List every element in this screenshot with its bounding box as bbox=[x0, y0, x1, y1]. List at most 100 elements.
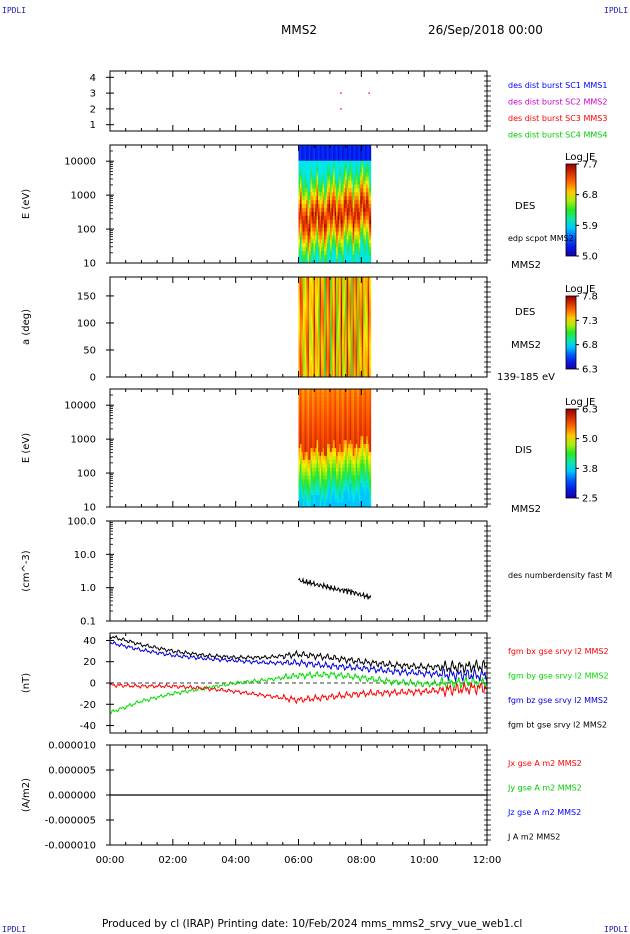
panel-label: MMS2 bbox=[511, 340, 541, 351]
y-tick-label: 150 bbox=[77, 291, 96, 302]
colorbar bbox=[565, 163, 577, 257]
colorbar-tick-label: 5.9 bbox=[582, 221, 598, 232]
panel-label: DES bbox=[515, 307, 535, 318]
fgm-line bbox=[109, 682, 488, 705]
colorbar-tick-label: 5.0 bbox=[582, 252, 598, 263]
y-tick-label: 20 bbox=[83, 657, 96, 668]
x-tick-label: 08:00 bbox=[347, 855, 376, 866]
y-axis-label: E (eV) bbox=[21, 433, 32, 463]
legend-entry: fgm bx gse srvy l2 MMS2 bbox=[508, 647, 609, 656]
y-axis-label: (A/m2) bbox=[21, 778, 32, 812]
colorbar-tick-label: 7.8 bbox=[582, 292, 598, 303]
y-tick-label: 0 bbox=[90, 679, 96, 690]
y-tick-label: -40 bbox=[80, 721, 96, 732]
spacecraft-title: MMS2 bbox=[281, 23, 317, 37]
y-tick-label: 3 bbox=[90, 89, 96, 100]
panel-frame bbox=[109, 70, 488, 132]
y-tick-label: 10.0 bbox=[74, 550, 96, 561]
x-tick-label: 02:00 bbox=[158, 855, 187, 866]
panel-label: DIS bbox=[515, 445, 532, 456]
y-tick-label: 1 bbox=[90, 120, 96, 131]
y-axis-label: (nT) bbox=[21, 673, 32, 693]
y-tick-label: 0 bbox=[90, 373, 96, 384]
legend-entry: des dist burst SC2 MMS2 bbox=[508, 98, 607, 107]
x-tick-label: 00:00 bbox=[96, 855, 125, 866]
colorbar-title: Log JE bbox=[565, 397, 595, 408]
x-tick-label: 04:00 bbox=[221, 855, 250, 866]
corner-label-bottom-right: IPDLI bbox=[604, 925, 629, 934]
y-tick-label: 0.000005 bbox=[48, 766, 96, 777]
burst-point bbox=[368, 92, 370, 94]
colorbar-tick-label: 3.8 bbox=[582, 464, 598, 475]
colorbar-tick-label: 6.8 bbox=[582, 340, 598, 351]
panel-label: MMS2 bbox=[511, 504, 541, 515]
y-tick-label: 10 bbox=[83, 503, 96, 514]
spectrogram-des_pitch bbox=[298, 277, 372, 378]
y-tick-label: 0.1 bbox=[80, 617, 96, 628]
y-tick-label: 1.0 bbox=[80, 583, 96, 594]
panel-label: DES bbox=[515, 201, 535, 212]
y-tick-label: 2 bbox=[90, 104, 96, 115]
y-tick-label: 10000 bbox=[64, 157, 96, 168]
colorbar-title: Log JE bbox=[565, 152, 595, 163]
colorbar-tick-label: 7.7 bbox=[582, 160, 598, 171]
y-tick-label: 1000 bbox=[71, 435, 96, 446]
y-tick-label: 10 bbox=[83, 259, 96, 270]
corner-label-bottom-left: IPDLI bbox=[2, 925, 27, 934]
x-tick-label: 12:00 bbox=[473, 855, 502, 866]
burst-point bbox=[340, 108, 342, 110]
spectrogram-des_energy bbox=[298, 145, 372, 264]
colorbar bbox=[565, 408, 577, 499]
y-tick-label: 1000 bbox=[71, 191, 96, 202]
density-line bbox=[298, 576, 372, 600]
legend-entry: J A m2 MMS2 bbox=[507, 833, 560, 842]
panel-label: MMS2 bbox=[511, 260, 541, 271]
y-tick-label: 40 bbox=[83, 636, 96, 647]
fgm-line bbox=[109, 635, 488, 675]
y-tick-label: 100 bbox=[77, 225, 96, 236]
colorbar-tick-label: 6.3 bbox=[582, 365, 598, 376]
legend-entry: des dist burst SC4 MMS4 bbox=[508, 131, 607, 140]
legend-entry: des dist burst SC3 MMS3 bbox=[508, 114, 607, 123]
panel-frame bbox=[109, 520, 488, 622]
legend-entry: des dist burst SC1 MMS1 bbox=[508, 81, 607, 90]
burst-point bbox=[340, 92, 342, 94]
legend-entry: fgm bz gse srvy l2 MMS2 bbox=[508, 696, 608, 705]
colorbar-tick-label: 6.8 bbox=[582, 190, 598, 201]
legend-entry: Jy gse A m2 MMS2 bbox=[507, 784, 582, 793]
colorbar-title: Log JE bbox=[565, 284, 595, 295]
y-tick-label: 50 bbox=[83, 345, 96, 356]
spectrogram-dis_energy bbox=[298, 389, 372, 508]
y-tick-label: 0.000000 bbox=[48, 791, 96, 802]
x-tick-label: 06:00 bbox=[284, 855, 313, 866]
y-axis-label: E (eV) bbox=[21, 189, 32, 219]
colorbar-tick-label: 2.5 bbox=[582, 494, 598, 505]
legend-entry: fgm by gse srvy l2 MMS2 bbox=[508, 672, 609, 681]
panel-label: 139-185 eV bbox=[497, 372, 555, 383]
y-tick-label: -0.000010 bbox=[45, 841, 96, 852]
colorbar bbox=[565, 295, 577, 370]
footer-credits: Produced by cl (IRAP) Printing date: 10/… bbox=[102, 918, 523, 930]
overlay-label: edp scpot MMS2 bbox=[508, 234, 574, 243]
y-tick-label: -0.000005 bbox=[45, 816, 96, 827]
corner-label-top-left: IPDLI bbox=[2, 6, 27, 15]
colorbar-tick-label: 7.3 bbox=[582, 316, 598, 327]
y-tick-label: 100 bbox=[77, 469, 96, 480]
y-tick-label: -20 bbox=[80, 700, 96, 711]
colorbar-tick-label: 6.3 bbox=[582, 405, 598, 416]
y-tick-label: 100 bbox=[77, 318, 96, 329]
y-tick-label: 100.0 bbox=[67, 517, 96, 528]
legend-entry: Jx gse A m2 MMS2 bbox=[507, 759, 582, 768]
colorbar-tick-label: 5.0 bbox=[582, 434, 598, 445]
y-tick-label: 4 bbox=[90, 73, 96, 84]
x-tick-label: 10:00 bbox=[410, 855, 439, 866]
fgm-line bbox=[109, 640, 488, 683]
y-tick-label: 0.000010 bbox=[48, 741, 96, 752]
date-title: 26/Sep/2018 00:00 bbox=[428, 23, 543, 37]
y-axis-label: a (deg) bbox=[21, 309, 32, 345]
legend-entry: fgm bt gse srvy l2 MMS2 bbox=[508, 721, 607, 730]
y-tick-label: 10000 bbox=[64, 401, 96, 412]
corner-label-top-right: IPDLI bbox=[604, 6, 629, 15]
legend-entry: Jz gse A m2 MMS2 bbox=[507, 808, 581, 817]
